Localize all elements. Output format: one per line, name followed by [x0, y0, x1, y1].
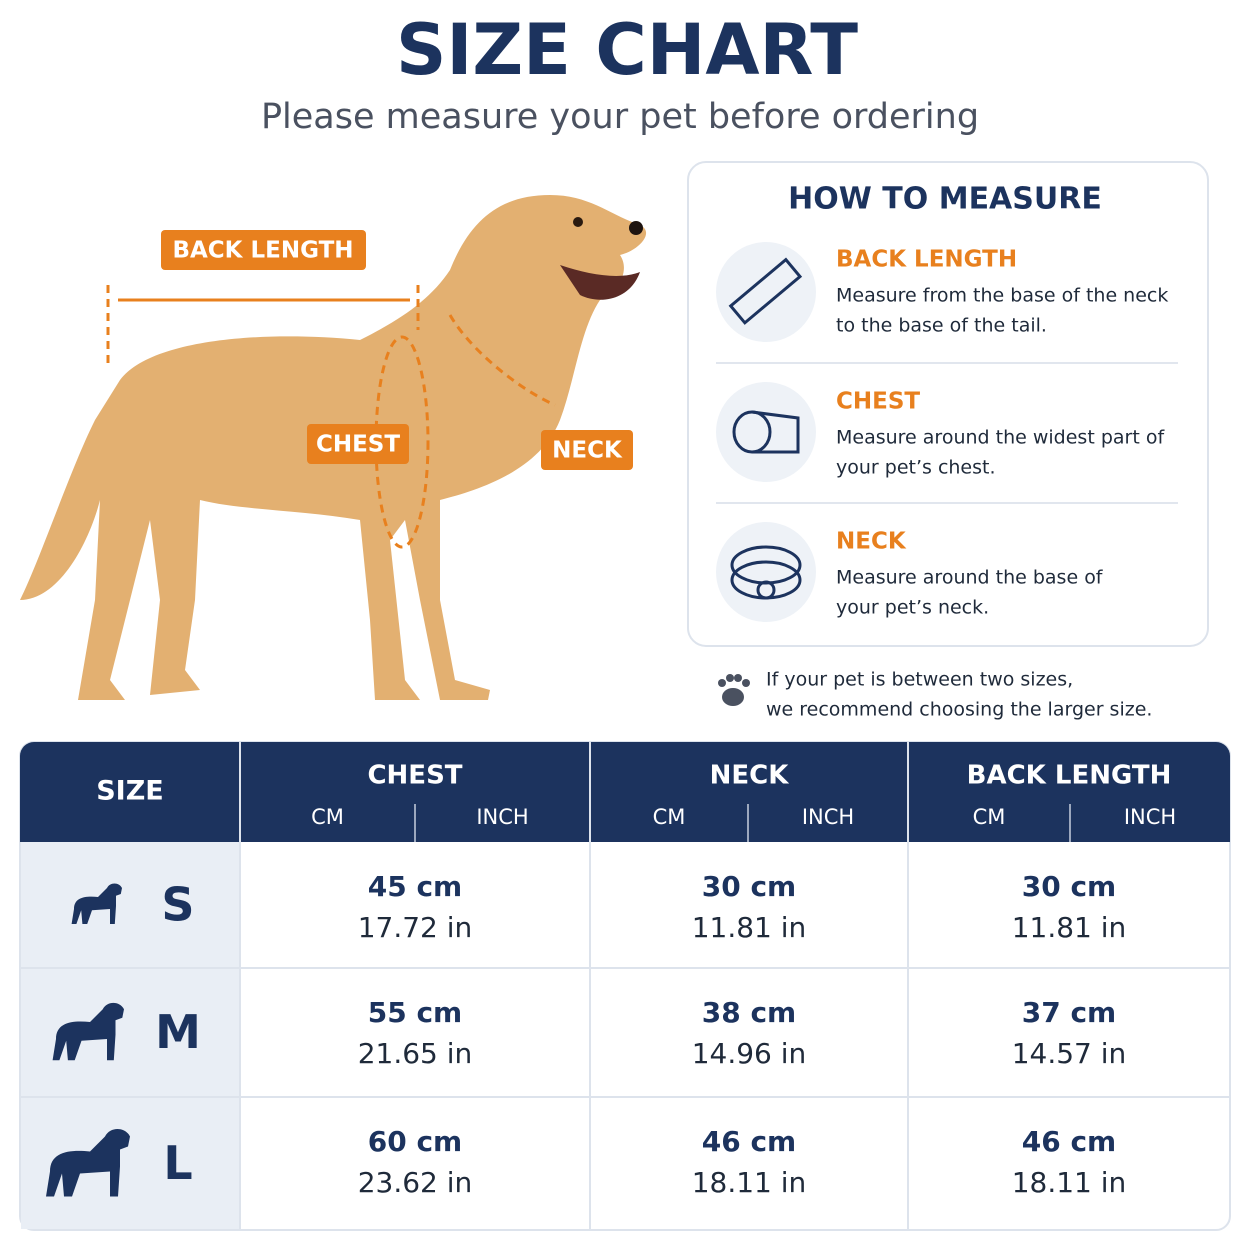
label-box [541, 430, 633, 470]
cell-inch: 14.96 in [692, 1037, 807, 1070]
group-header: BACK LENGTH [967, 761, 1172, 791]
cell-cm: 46 cm [1022, 1125, 1117, 1158]
dog-icon [46, 1129, 130, 1197]
cell-inch: 21.65 in [358, 1037, 473, 1070]
item-text: your pet’s chest. [836, 457, 996, 479]
cell-inch: 11.81 in [1012, 911, 1127, 944]
item-text: your pet’s neck. [836, 597, 989, 619]
title: SIZE CHART [396, 9, 858, 91]
note-text: we recommend choosing the larger size. [766, 699, 1152, 721]
cell-cm: 46 cm [702, 1125, 797, 1158]
size-header: SIZE [96, 776, 164, 807]
cell-inch: 17.72 in [358, 911, 473, 944]
diagram-label: CHEST [316, 432, 400, 458]
cell-cm: 37 cm [1022, 996, 1117, 1029]
note-text: If your pet is between two sizes, [766, 669, 1073, 691]
cell-inch: 23.62 in [358, 1166, 473, 1199]
cell-inch: 18.11 in [692, 1166, 807, 1199]
unit-header: INCH [476, 805, 528, 829]
cell-cm: 30 cm [1022, 870, 1117, 903]
unit-header: INCH [1124, 805, 1176, 829]
cell-cm: 30 cm [702, 870, 797, 903]
item-title: CHEST [836, 389, 920, 415]
group-header: CHEST [367, 761, 462, 791]
unit-header: CM [311, 805, 344, 829]
group-header: NECK [710, 761, 790, 791]
unit-header: CM [973, 805, 1006, 829]
diagram-label: BACK LENGTH [172, 238, 353, 264]
cell-inch: 11.81 in [692, 911, 807, 944]
item-text: Measure around the widest part of [836, 427, 1165, 449]
size-label: L [163, 1136, 192, 1190]
item-title: BACK LENGTH [836, 247, 1017, 273]
cell-inch: 18.11 in [1012, 1166, 1127, 1199]
card-title: HOW TO MEASURE [788, 182, 1102, 217]
size-label: M [155, 1005, 201, 1059]
icons [716, 242, 816, 622]
measure-lines [106, 285, 556, 549]
unit-header: CM [653, 805, 686, 829]
item-text: to the base of the tail. [836, 315, 1047, 337]
dog-icon [52, 1002, 124, 1061]
diagram-label: NECK [552, 438, 623, 464]
cell-cm: 55 cm [368, 996, 463, 1029]
item-text: Measure from the base of the neck [836, 285, 1168, 307]
cell-cm: 38 cm [702, 996, 797, 1029]
paw-icon [718, 674, 750, 706]
subtitle: Please measure your pet before ordering [261, 97, 979, 137]
cell-cm: 60 cm [368, 1125, 463, 1158]
item-text: Measure around the base of [836, 567, 1104, 589]
table-header [20, 742, 1230, 842]
item-title: NECK [836, 529, 907, 555]
size-label: S [161, 878, 194, 932]
label-box [161, 230, 366, 270]
cell-inch: 14.57 in [1012, 1037, 1127, 1070]
label-box [307, 424, 409, 464]
card [687, 161, 1209, 647]
cell-cm: 45 cm [368, 870, 463, 903]
dog-icon [71, 883, 122, 924]
unit-header: INCH [802, 805, 854, 829]
